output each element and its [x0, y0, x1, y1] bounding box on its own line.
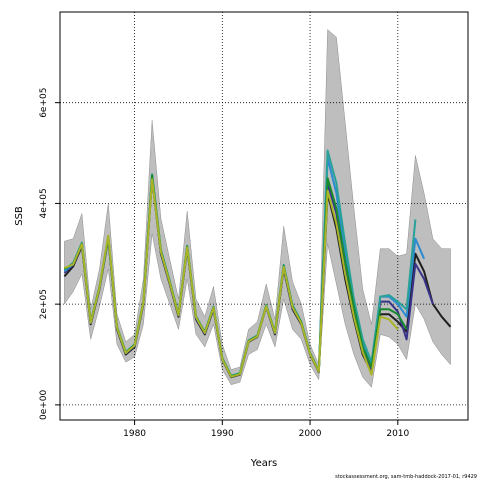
y-tick-label: 0e+00: [39, 389, 49, 420]
y-tick-label: 2e+05: [39, 289, 49, 319]
x-tick-label: 1990: [211, 429, 234, 439]
x-tick-label: 2000: [299, 429, 322, 439]
y-axis: 0e+00 2e+05 4e+05 6e+05: [39, 88, 60, 420]
y-tick-label: 6e+05: [39, 88, 49, 118]
y-axis-title: SSB: [14, 206, 25, 226]
x-axis-title: Years: [250, 458, 277, 469]
plot-area: [60, 12, 468, 420]
x-tick-label: 1980: [123, 429, 146, 439]
x-tick-label: 2010: [386, 429, 409, 439]
y-tick-label: 4e+05: [39, 188, 49, 218]
plot-frame: [59, 11, 469, 421]
x-axis: 1980 1990 2000 2010: [123, 420, 410, 439]
series-line-6: [64, 178, 399, 378]
footer-credit: stockassessment.org, sam-tmb-haddock-201…: [335, 474, 477, 480]
